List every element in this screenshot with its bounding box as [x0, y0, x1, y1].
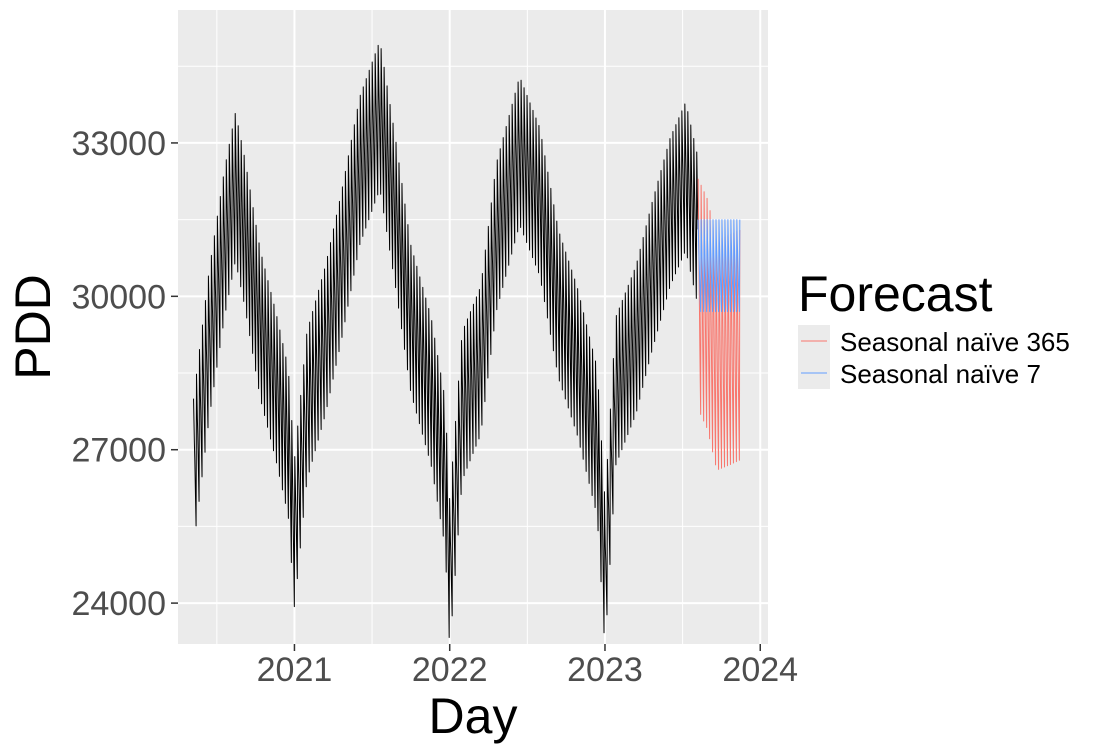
series-line — [193, 44, 699, 638]
legend-label: Seasonal naïve 365 — [840, 327, 1070, 357]
y-tick-labels: 24000 27000 30000 33000 — [71, 125, 166, 623]
axis-ticks — [171, 142, 761, 651]
series-line — [697, 219, 741, 313]
x-tick-label: 2023 — [567, 651, 643, 689]
series-layer — [193, 44, 741, 638]
y-tick-label: 33000 — [71, 125, 166, 163]
y-tick-label: 24000 — [71, 585, 166, 623]
x-tick-labels: 2021 2022 2023 2024 — [257, 651, 798, 689]
x-axis-title: Day — [429, 688, 518, 744]
legend-label: Seasonal naïve 7 — [840, 359, 1041, 389]
y-tick-label: 27000 — [71, 432, 166, 470]
x-tick-label: 2024 — [722, 651, 798, 689]
y-axis-title: PDD — [5, 274, 61, 380]
y-tick-label: 30000 — [71, 278, 166, 316]
x-tick-label: 2021 — [257, 651, 333, 689]
x-tick-label: 2022 — [412, 651, 488, 689]
legend-title: Forecast — [798, 266, 993, 322]
